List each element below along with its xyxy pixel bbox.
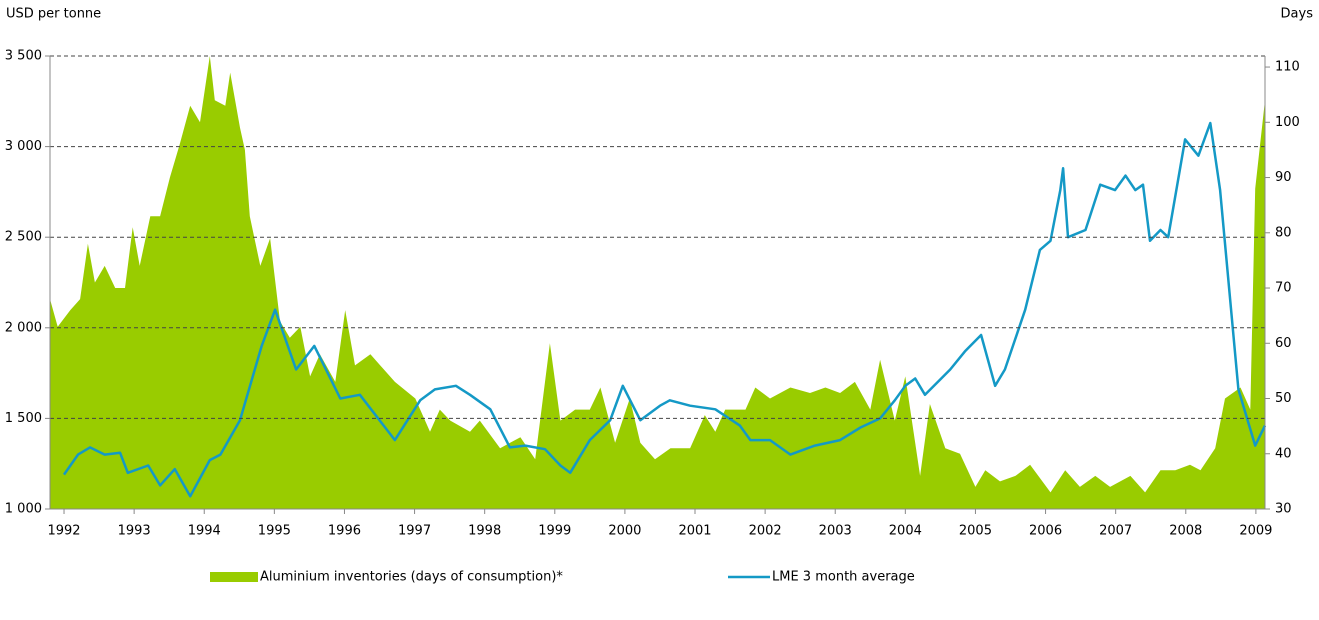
y-tick-label: 3 000 [5,139,42,154]
x-tick-label: 2007 [1099,524,1132,539]
x-tick-label: 2004 [889,524,922,539]
x-tick-label: 1999 [538,524,571,539]
y2-tick-label: 60 [1275,336,1292,351]
x-tick-label: 2008 [1169,524,1202,539]
x-tick-label: 2006 [1029,524,1062,539]
area [50,56,1265,509]
y2-tick-label: 110 [1275,60,1300,75]
y2-tick-label: 80 [1275,225,1292,240]
y-tick-label: 2 500 [5,230,42,245]
legend-swatch [210,572,258,582]
y2-tick-label: 30 [1275,502,1292,517]
y-tick-label: 2 000 [5,320,42,335]
x-tick-label: 1992 [47,524,80,539]
y-tick-label: 1 000 [5,502,42,517]
x-tick-label: 2002 [749,524,782,539]
y-axis-label: USD per tonne [6,7,101,22]
y2-tick-label: 90 [1275,170,1292,185]
y-tick-label: 1 500 [5,411,42,426]
y-tick-label: 3 500 [5,49,42,64]
y2-tick-label: 70 [1275,281,1292,296]
y2-axis-label: Days [1281,7,1314,22]
y2-tick-label: 100 [1275,115,1300,130]
x-tick-label: 2003 [819,524,852,539]
x-tick-label: 1998 [468,524,501,539]
x-tick-label: 1993 [118,524,151,539]
x-tick-label: 1997 [398,524,431,539]
x-tick-label: 2009 [1239,524,1272,539]
y2-tick-label: 50 [1275,391,1292,406]
legend-label: LME 3 month average [772,570,915,585]
legend-label: Aluminium inventories (days of consumpti… [260,570,563,585]
line [62,121,1267,498]
y2-tick-label: 40 [1275,446,1292,461]
x-tick-label: 2005 [959,524,992,539]
x-tick-label: 2000 [608,524,641,539]
x-tick-label: 2001 [678,524,711,539]
x-tick-label: 1994 [188,524,221,539]
x-tick-label: 1995 [258,524,291,539]
x-tick-label: 1996 [328,524,361,539]
